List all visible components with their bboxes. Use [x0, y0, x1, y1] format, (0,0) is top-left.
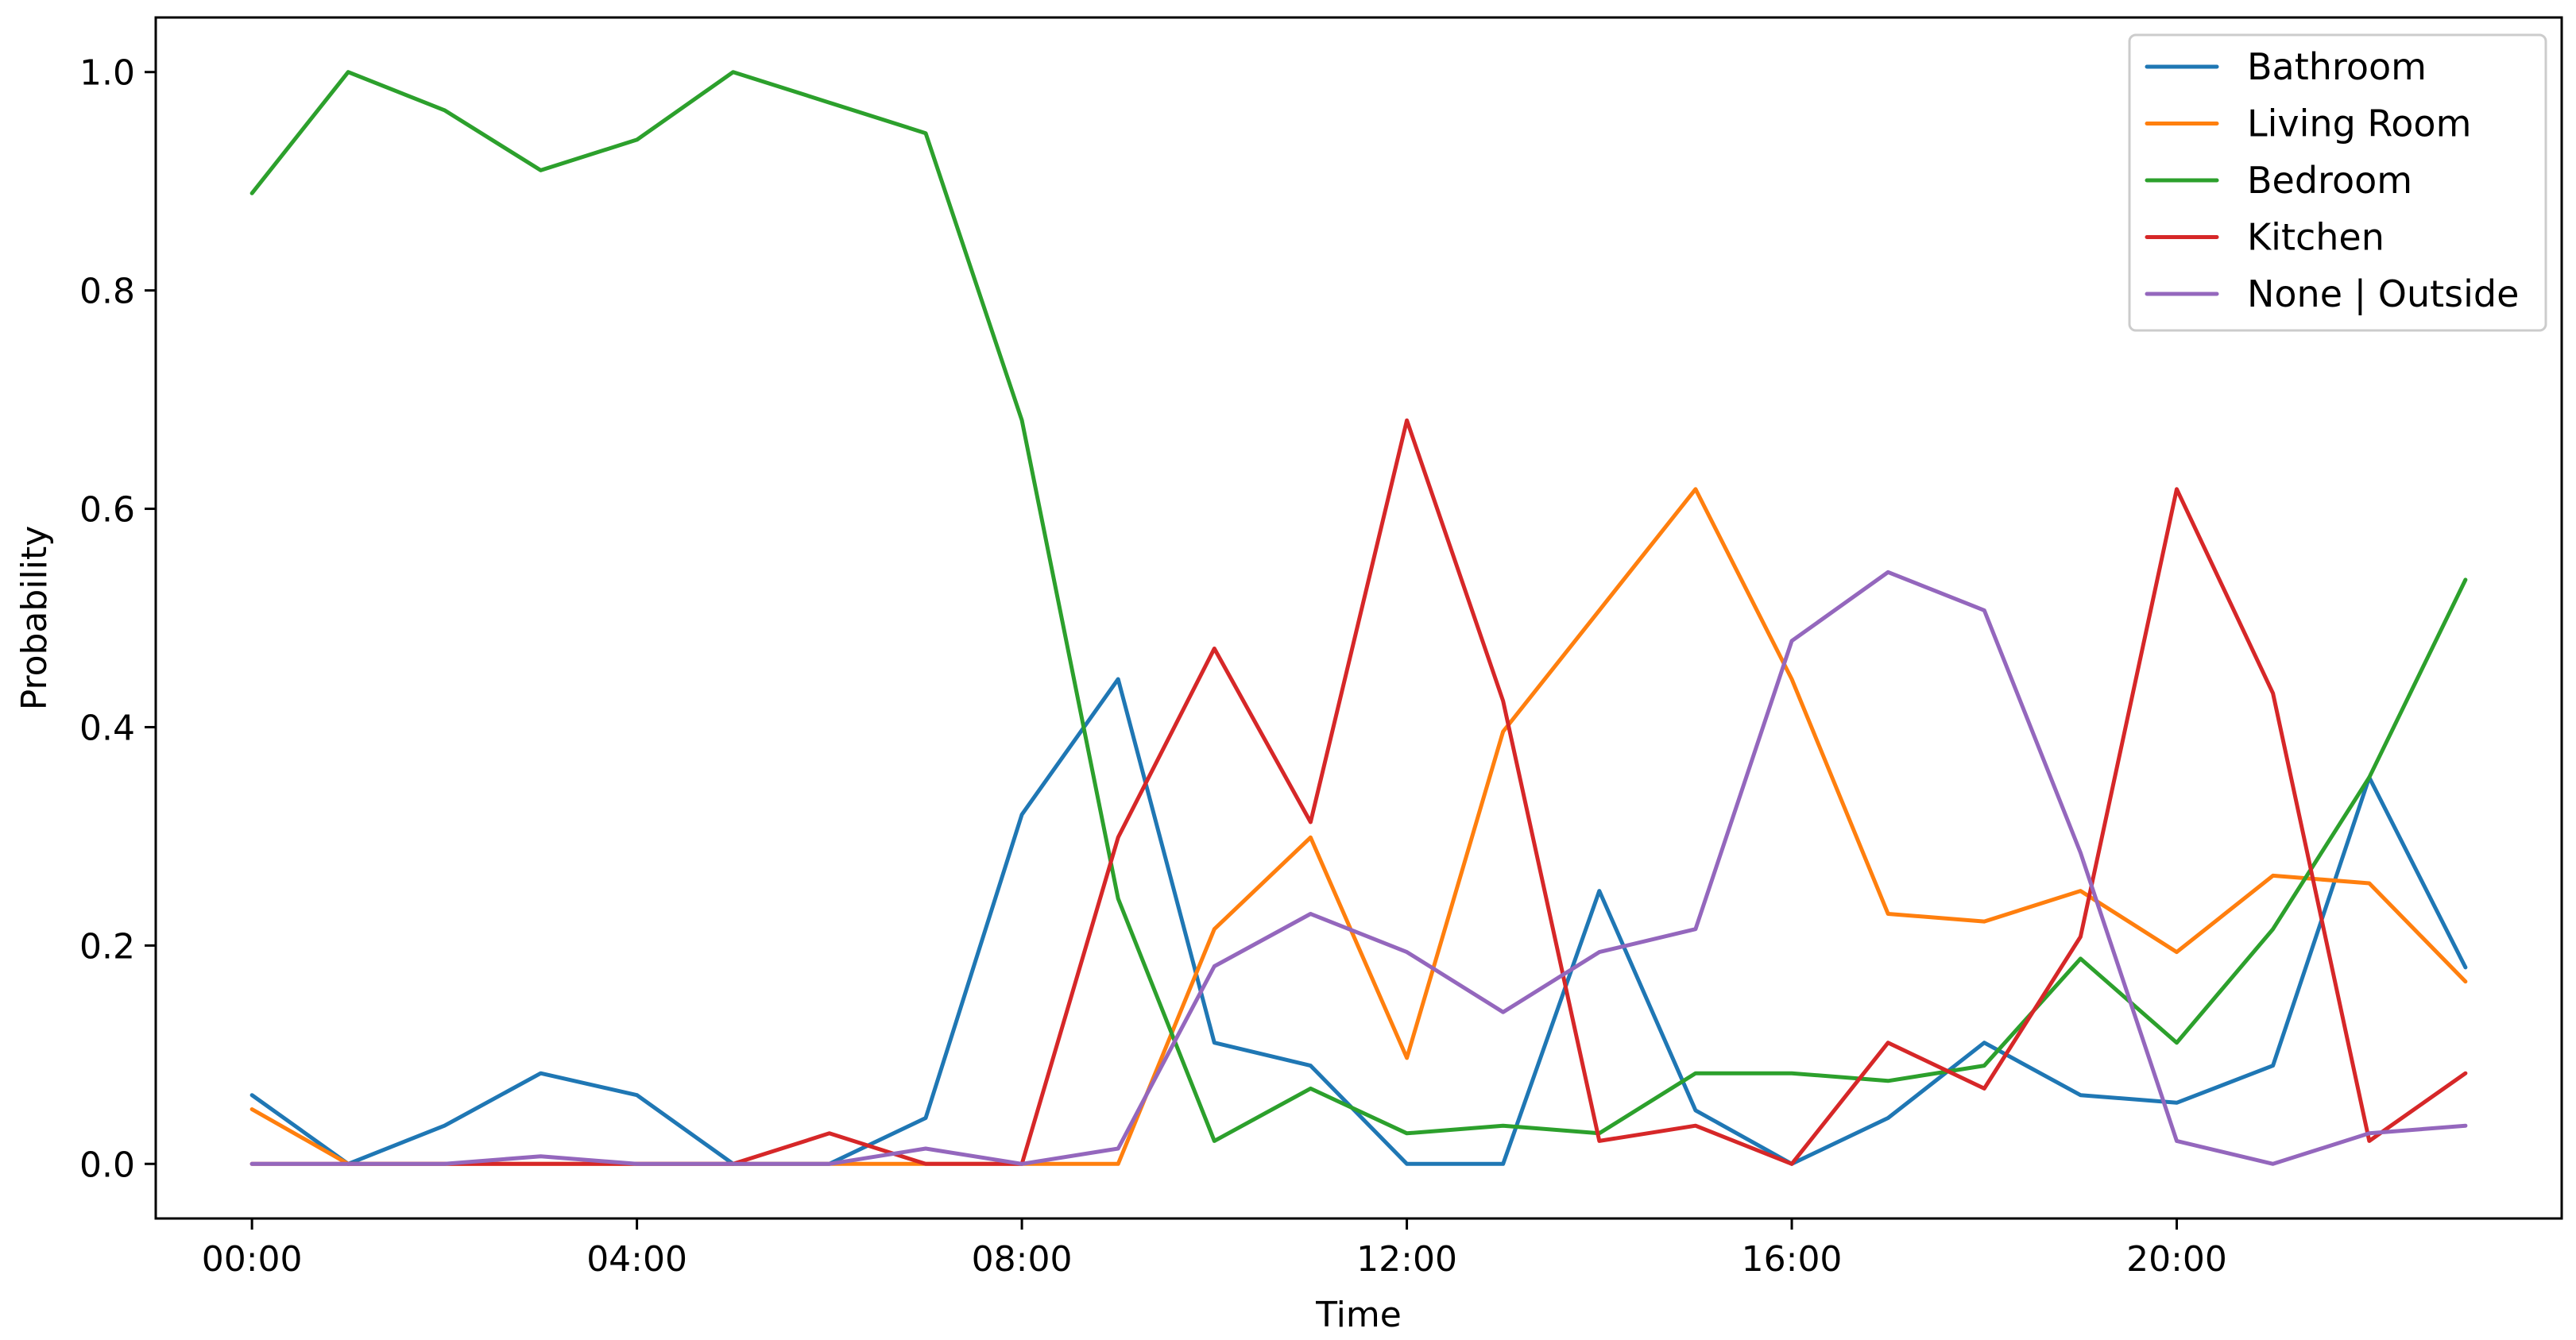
y-tick-label: 0.8: [79, 272, 135, 312]
legend-label: Living Room: [2247, 102, 2471, 145]
series-layer: [249, 70, 2468, 1166]
axes-frame: [154, 16, 2563, 1220]
y-tick-label: 0.2: [79, 926, 135, 967]
legend: Bathroom Living Room Bedroom Kitchen None | …: [2128, 33, 2547, 332]
legend-label: Bedroom: [2247, 159, 2412, 202]
series-line-none-outside: [249, 570, 2468, 1166]
x-tick-label: 00:00: [202, 1239, 303, 1280]
y-tick-label: 1.0: [79, 53, 135, 94]
series-line-bedroom: [249, 70, 2468, 1143]
y-tick-label: 0.0: [79, 1145, 135, 1185]
legend-label: Bathroom: [2247, 45, 2427, 88]
x-tick-label: 20:00: [2126, 1239, 2227, 1280]
x-tick-label: 12:00: [1356, 1239, 1457, 1280]
x-tick-label: 04:00: [586, 1239, 687, 1280]
y-tick-label: 0.6: [79, 490, 135, 531]
y-axis-label: Probability: [14, 526, 55, 711]
x-axis-label: Time: [1315, 1295, 1402, 1335]
series-line-kitchen: [249, 418, 2468, 1166]
x-tick-label: 16:00: [1742, 1239, 1843, 1280]
y-tick-label: 0.4: [79, 708, 135, 748]
legend-label: None | Outside: [2247, 272, 2519, 316]
legend-box: [2128, 33, 2547, 332]
x-tick-label: 08:00: [972, 1239, 1073, 1280]
series-line-bathroom: [249, 677, 2468, 1166]
y-axis-ticks: 0.0 0.2 0.4 0.6 0.8 1.0: [79, 53, 156, 1185]
legend-label: Kitchen: [2247, 216, 2385, 259]
series-line-living-room: [249, 487, 2468, 1166]
x-axis-ticks: 00:00 04:00 08:00 12:00 16:00 20:00: [202, 1218, 2227, 1280]
